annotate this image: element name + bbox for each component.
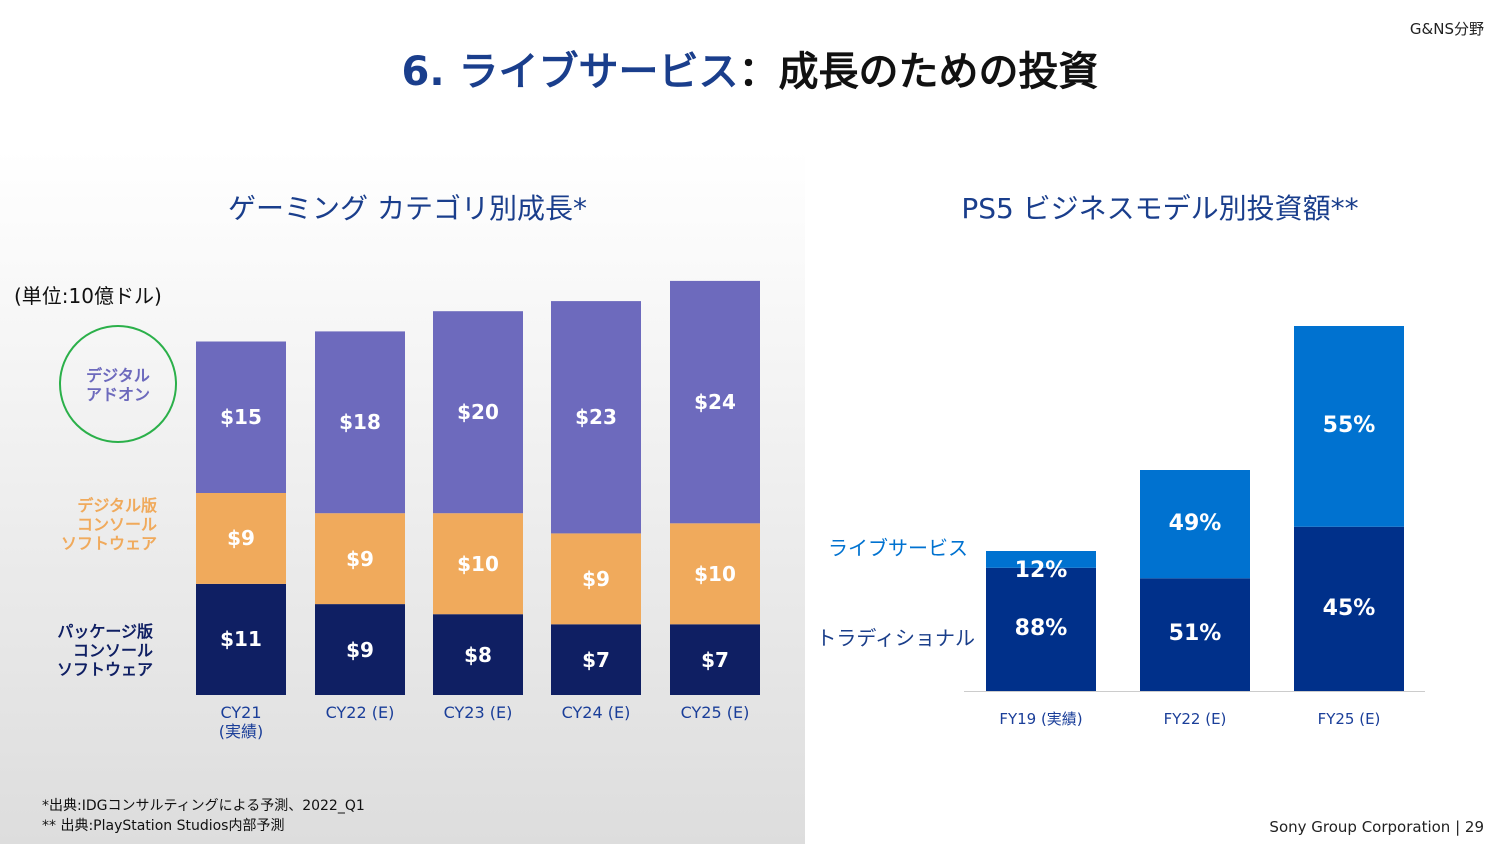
value-label: $9 — [346, 637, 374, 662]
legend-label: ライブサービス — [828, 536, 968, 560]
section-tag: G&NS分野 — [1409, 20, 1484, 38]
value-label: 49% — [1168, 510, 1222, 536]
value-label: $10 — [694, 561, 736, 586]
bar-segment — [315, 604, 405, 695]
x-tick-label: CY24 (E) — [561, 703, 631, 722]
legend-label: トラディショナル — [816, 626, 975, 650]
bar-segment — [196, 583, 286, 695]
value-label: $18 — [339, 410, 381, 435]
value-label: $15 — [220, 405, 262, 430]
x-tick-label: FY25 (E) — [1317, 710, 1381, 728]
bar-segment — [433, 311, 523, 514]
value-label: $7 — [701, 647, 729, 672]
chart-title: PS5 ビジネスモデル別投資額** — [961, 192, 1359, 225]
value-label: 12% — [1014, 557, 1068, 583]
value-label: $11 — [220, 627, 262, 652]
bar-segment — [315, 513, 405, 605]
x-tick-label: CY21 (実績) — [218, 703, 264, 742]
bar-segment — [196, 341, 286, 493]
chart-title: ゲーミング カテゴリ別成長* — [228, 192, 587, 225]
x-tick-label: CY22 (E) — [325, 703, 395, 722]
value-label: 45% — [1322, 595, 1376, 621]
title-lead: 6. ライブサービス — [401, 49, 739, 95]
bar-segment — [551, 301, 641, 534]
bar-segment — [551, 533, 641, 625]
value-label: 51% — [1168, 621, 1222, 647]
bar-segment — [1294, 326, 1404, 527]
value-label: $10 — [457, 551, 499, 576]
legend-label: デジタル版 コンソール ソフトウェア — [60, 496, 157, 554]
bar-segment — [670, 280, 760, 524]
bar-segment — [196, 493, 286, 584]
legend-label: デジタル アドオン — [85, 366, 150, 405]
value-label: 88% — [1014, 616, 1068, 642]
bar-segment — [315, 331, 405, 514]
bar-segment — [986, 551, 1096, 568]
slide-title: 6. ライブサービス：成長のための投資 — [0, 48, 1500, 96]
value-label: 55% — [1322, 413, 1376, 439]
value-label: $24 — [694, 390, 736, 415]
x-tick-label: CY25 (E) — [680, 703, 750, 722]
footer: Sony Group Corporation | 29 — [1269, 818, 1484, 836]
value-label: $7 — [582, 647, 610, 672]
bar-segment — [433, 614, 523, 695]
footnote: *出典:IDGコンサルティングによる予測、2022_Q1 — [42, 798, 365, 814]
highlight-circle — [59, 325, 177, 443]
x-tick-label: FY22 (E) — [1163, 710, 1227, 728]
value-label: $9 — [346, 546, 374, 571]
x-tick-label: CY23 (E) — [443, 703, 513, 722]
bar-segment — [551, 624, 641, 695]
bar-segment — [1140, 578, 1250, 691]
x-tick-label: FY19 (実績) — [999, 710, 1083, 728]
value-label: $23 — [575, 405, 617, 430]
bar-segment — [433, 513, 523, 615]
bar-segment — [1140, 470, 1250, 579]
value-label: $20 — [457, 400, 499, 425]
bar-segment — [986, 567, 1096, 691]
legend-label: パッケージ版 コンソール ソフトウェア — [56, 622, 153, 680]
value-label: $9 — [227, 526, 255, 551]
title-rest: ：成長のための投資 — [738, 49, 1099, 95]
unit-label: (単位:10億ドル) — [14, 284, 162, 308]
bar-segment — [670, 523, 760, 625]
bar-segment — [670, 624, 760, 695]
footnote: ** 出典:PlayStation Studios内部予測 — [42, 818, 285, 834]
bar-segment — [1294, 526, 1404, 691]
value-label: $8 — [464, 642, 492, 667]
value-label: $9 — [582, 566, 610, 591]
